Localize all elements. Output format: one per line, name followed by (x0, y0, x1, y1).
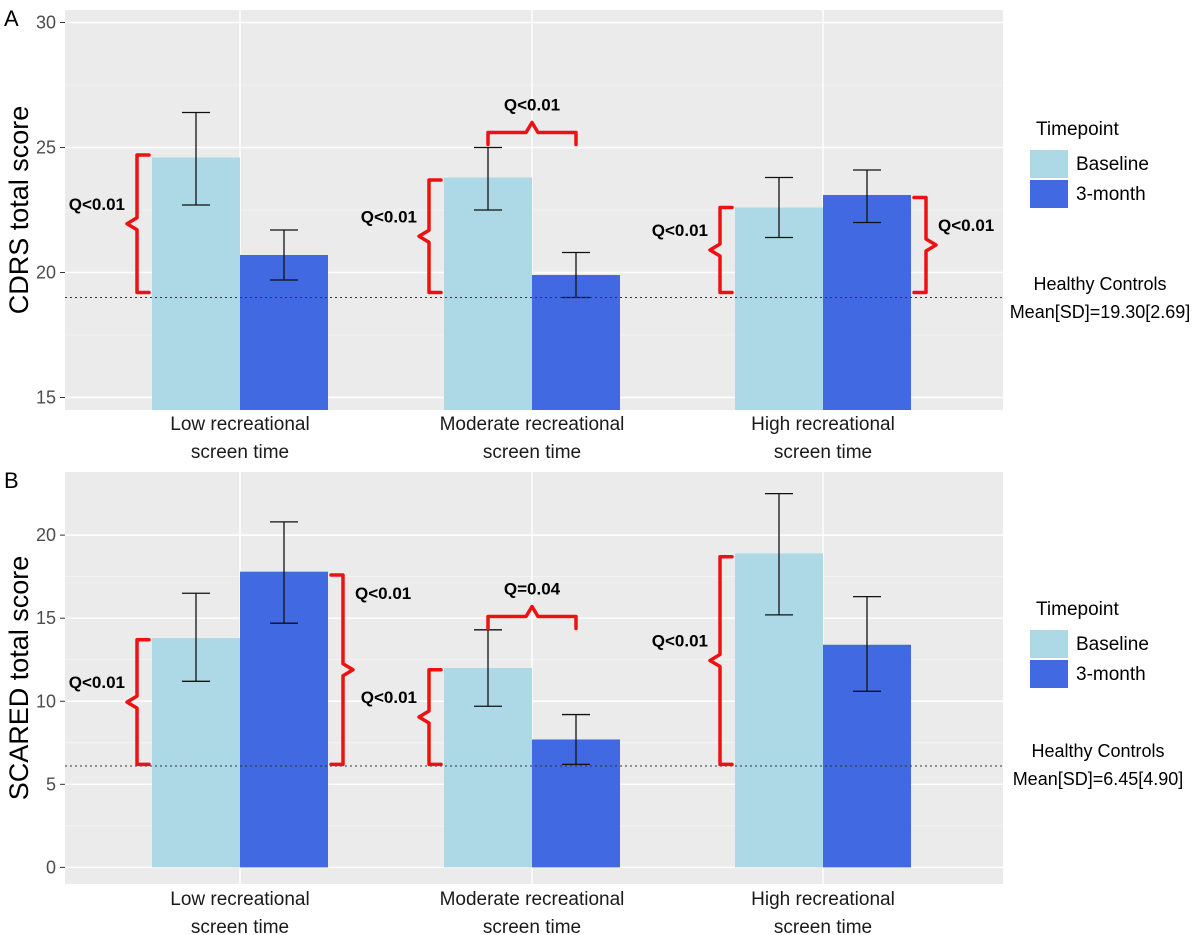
y-tick-label: 20 (36, 263, 56, 283)
x-category-label-line: screen time (191, 442, 289, 463)
significance-bracket (486, 604, 578, 631)
bar-3-month (240, 255, 328, 410)
q-value-label: Q<0.01 (355, 584, 411, 603)
x-category-label-line: Moderate recreational (440, 889, 625, 910)
significance-bracket (417, 178, 443, 295)
significance-bracket (417, 667, 443, 767)
bar-baseline (444, 177, 532, 410)
y-tick-label: 20 (36, 525, 56, 545)
significance-bracket (486, 120, 578, 147)
significance-bracket (912, 195, 938, 295)
q-value-label: Q<0.01 (938, 216, 994, 235)
significance-bracket (125, 153, 151, 295)
legend-label: 3-month (1076, 184, 1146, 205)
q-value-label: Q<0.01 (652, 632, 708, 651)
healthy-controls-stats: Mean[SD]=6.45[4.90] (1013, 769, 1184, 789)
significance-bracket (708, 554, 734, 767)
x-category-label: Low recreational screen time (170, 889, 309, 935)
legend-swatch-baseline (1030, 150, 1068, 178)
y-tick-label: 10 (36, 691, 56, 711)
legend-title: Timepoint (1036, 599, 1119, 620)
significance-bracket (708, 205, 734, 295)
x-category-label-line: High recreational (751, 889, 895, 910)
panel-letter: B (4, 468, 19, 493)
panel-b: 0 5 10 15 20 Healthy Controls Mean[SD]=6.45[4.… (4, 468, 1183, 935)
healthy-controls-label: Healthy Controls (1031, 741, 1164, 761)
q-value-label: Q<0.01 (69, 195, 125, 214)
x-category-label-line: screen time (774, 442, 872, 463)
legend-label: Baseline (1076, 154, 1149, 175)
x-category-label: Moderate recreational screen time (440, 889, 625, 935)
x-category-label-line: Low recreational (170, 414, 309, 435)
x-category-label-line: screen time (774, 917, 872, 935)
y-tick-label: 25 (36, 138, 56, 158)
legend-label: Baseline (1076, 634, 1149, 655)
bar-baseline (735, 207, 823, 410)
y-tick-label: 15 (36, 388, 56, 408)
legend-swatch-3-month (1030, 180, 1068, 208)
y-axis-label: CDRS total score (4, 106, 34, 315)
y-tick-label: 0 (46, 857, 56, 877)
q-value-label: Q=0.04 (504, 580, 561, 599)
legend-swatch-baseline (1030, 630, 1068, 658)
legend-label: 3-month (1076, 664, 1146, 685)
y-axis-label: SCARED total score (4, 556, 34, 801)
q-value-label: Q<0.01 (504, 96, 560, 115)
q-value-label: Q<0.01 (361, 688, 417, 707)
healthy-controls-stats: Mean[SD]=19.30[2.69] (1010, 302, 1191, 322)
q-value-label: Q<0.01 (69, 673, 125, 692)
x-category-label: High recreational screen time (751, 889, 895, 935)
x-category-label-line: screen time (483, 917, 581, 935)
significance-bracket (125, 638, 151, 767)
legend-swatch-3-month (1030, 660, 1068, 688)
panel-letter: A (4, 6, 19, 31)
y-tick-label: 15 (36, 608, 56, 628)
legend-title: Timepoint (1036, 119, 1119, 140)
y-tick-label: 5 (46, 774, 56, 794)
x-category-label: High recreational screen time (751, 414, 895, 463)
x-category-label: Moderate recreational screen time (440, 414, 625, 463)
x-category-label-line: screen time (483, 442, 581, 463)
healthy-controls-label: Healthy Controls (1033, 274, 1166, 294)
bar-3-month (823, 195, 911, 410)
panel-a: 15 20 25 30 Healthy Controls Mean[SD]=19.30[2… (4, 6, 1190, 463)
x-category-label-line: screen time (191, 917, 289, 935)
x-category-label-line: Moderate recreational (440, 414, 625, 435)
x-category-label: Low recreational screen time (170, 414, 309, 463)
significance-bracket (329, 573, 355, 767)
x-category-label-line: Low recreational (170, 889, 309, 910)
y-tick-label: 30 (36, 13, 56, 33)
q-value-label: Q<0.01 (361, 207, 417, 226)
x-category-label-line: High recreational (751, 414, 895, 435)
q-value-label: Q<0.01 (652, 221, 708, 240)
